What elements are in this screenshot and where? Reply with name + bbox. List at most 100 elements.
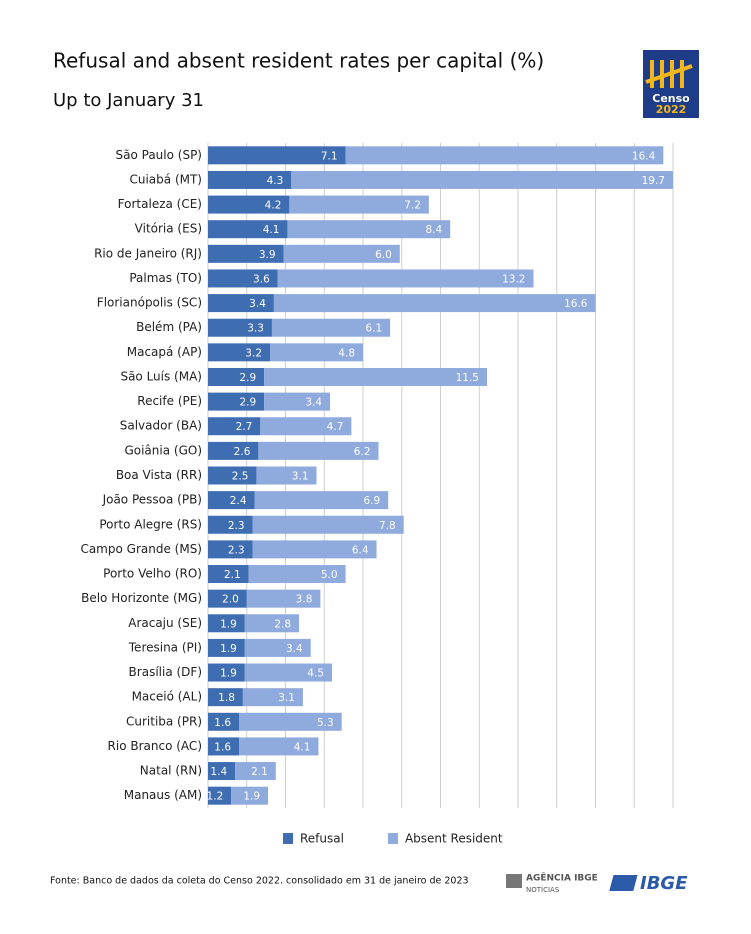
bar-segment (208, 294, 274, 313)
value-label: 3.2 (245, 347, 262, 359)
y-tick-label: Belém (PA) (136, 320, 202, 334)
value-label: 2.1 (251, 766, 268, 778)
legend-swatch (283, 833, 293, 844)
bar-segment (264, 367, 487, 386)
value-label: 7.1 (321, 150, 338, 162)
bar-segment (256, 466, 317, 485)
bar-segment (208, 466, 257, 485)
value-label: 1.9 (220, 618, 237, 630)
value-label: 13.2 (502, 273, 525, 285)
value-label: 3.8 (296, 594, 313, 606)
value-label: 3.4 (249, 298, 266, 310)
bar-segment (283, 244, 400, 263)
value-label: 16.4 (632, 150, 656, 162)
value-label: 2.9 (239, 397, 256, 409)
ibge-logo: IBGE (609, 873, 688, 894)
value-label: 6.4 (352, 544, 369, 556)
value-label: 2.4 (230, 495, 247, 507)
bar-segment (271, 318, 391, 337)
value-label: 11.5 (456, 372, 479, 384)
value-label: 2.5 (232, 471, 249, 483)
y-tick-label: Curitiba (PR) (126, 714, 202, 728)
bar-segment (208, 565, 249, 584)
y-tick-label: Porto Alegre (RS) (99, 517, 202, 531)
bar-segment (291, 170, 673, 189)
value-label: 2.3 (228, 520, 245, 532)
y-tick-label: Aracaju (SE) (128, 616, 202, 630)
bar-segment (208, 786, 232, 805)
legend-label: Absent Resident (405, 832, 503, 846)
value-label: 3.4 (286, 643, 303, 655)
bar-segment (252, 540, 377, 559)
bar-segment (273, 294, 596, 313)
value-label: 2.6 (234, 446, 251, 458)
value-label: 4.5 (307, 668, 324, 680)
y-tick-label: Teresina (PI) (128, 640, 202, 654)
y-tick-label: Salvador (BA) (120, 419, 202, 433)
chart-subtitle: Up to January 31 (53, 90, 204, 111)
value-label: 3.1 (278, 692, 295, 704)
value-label: 3.1 (292, 471, 309, 483)
bar-segment (235, 762, 276, 781)
y-tick-label: Brasília (DF) (129, 665, 202, 679)
value-label: 3.4 (305, 397, 322, 409)
bar-segment (252, 515, 404, 534)
logo-text: AGÊNCIA IBGE (526, 872, 598, 884)
y-tick-label: Manaus (AM) (124, 788, 202, 802)
bar-segment (208, 663, 245, 682)
y-tick-label: Vitória (ES) (135, 222, 202, 236)
value-label: 1.4 (210, 766, 227, 778)
y-tick-label: Palmas (TO) (129, 271, 202, 285)
value-label: 1.6 (214, 741, 231, 753)
y-tick-label: Belo Horizonte (MG) (81, 591, 202, 605)
source: Fonte: Banco de dados da coleta do Censo… (50, 876, 469, 887)
bar-segment (231, 786, 269, 805)
bar-segment (208, 343, 270, 362)
y-tick-label: Porto Velho (RO) (103, 567, 202, 581)
logo-text: IBGE (640, 873, 688, 894)
value-label: 4.2 (265, 200, 282, 212)
y-tick-label: João Pessoa (PB) (102, 493, 202, 507)
value-label: 4.8 (338, 347, 355, 359)
value-label: 16.6 (564, 298, 588, 310)
value-label: 2.7 (236, 421, 253, 433)
bar-segment (208, 392, 265, 411)
value-label: 19.7 (642, 175, 665, 187)
bar-segment (208, 712, 239, 731)
value-label: 4.1 (294, 741, 311, 753)
value-label: 4.7 (327, 421, 344, 433)
y-tick-label: São Luís (MA) (120, 369, 202, 383)
value-label: 5.0 (321, 569, 338, 581)
legend-swatch (387, 833, 398, 844)
value-label: 3.3 (247, 323, 264, 335)
logo-icon (609, 875, 638, 891)
value-label: 3.6 (253, 273, 270, 285)
bar-segment (244, 614, 300, 633)
y-tick-label: Rio Branco (AC) (108, 739, 202, 753)
y-tick-label: Recife (PE) (137, 394, 202, 408)
bar-segment (239, 712, 342, 731)
bar-segment (208, 244, 284, 263)
bar-segment (244, 638, 311, 657)
bar-segment (208, 688, 243, 707)
bar-segment (248, 565, 346, 584)
value-label: 1.8 (218, 692, 235, 704)
bar-segment (208, 146, 346, 165)
bar-segment (208, 614, 245, 633)
value-label: 8.4 (425, 224, 442, 236)
y-tick-label: Natal (RN) (140, 764, 202, 778)
value-label: 2.3 (228, 544, 245, 556)
y-tick-label: Cuiabá (MT) (129, 172, 202, 186)
value-label: 4.1 (263, 224, 280, 236)
bar-segment (208, 195, 290, 214)
logo-text: NOTÍCIAS (526, 885, 560, 894)
bar-segment (208, 762, 236, 781)
bar-segment (289, 195, 429, 214)
bar-segment (260, 417, 352, 436)
logo-text: 2022 (656, 103, 687, 116)
value-label: 1.2 (207, 791, 224, 803)
value-label: 2.0 (222, 594, 239, 606)
bar-segment (258, 441, 379, 460)
